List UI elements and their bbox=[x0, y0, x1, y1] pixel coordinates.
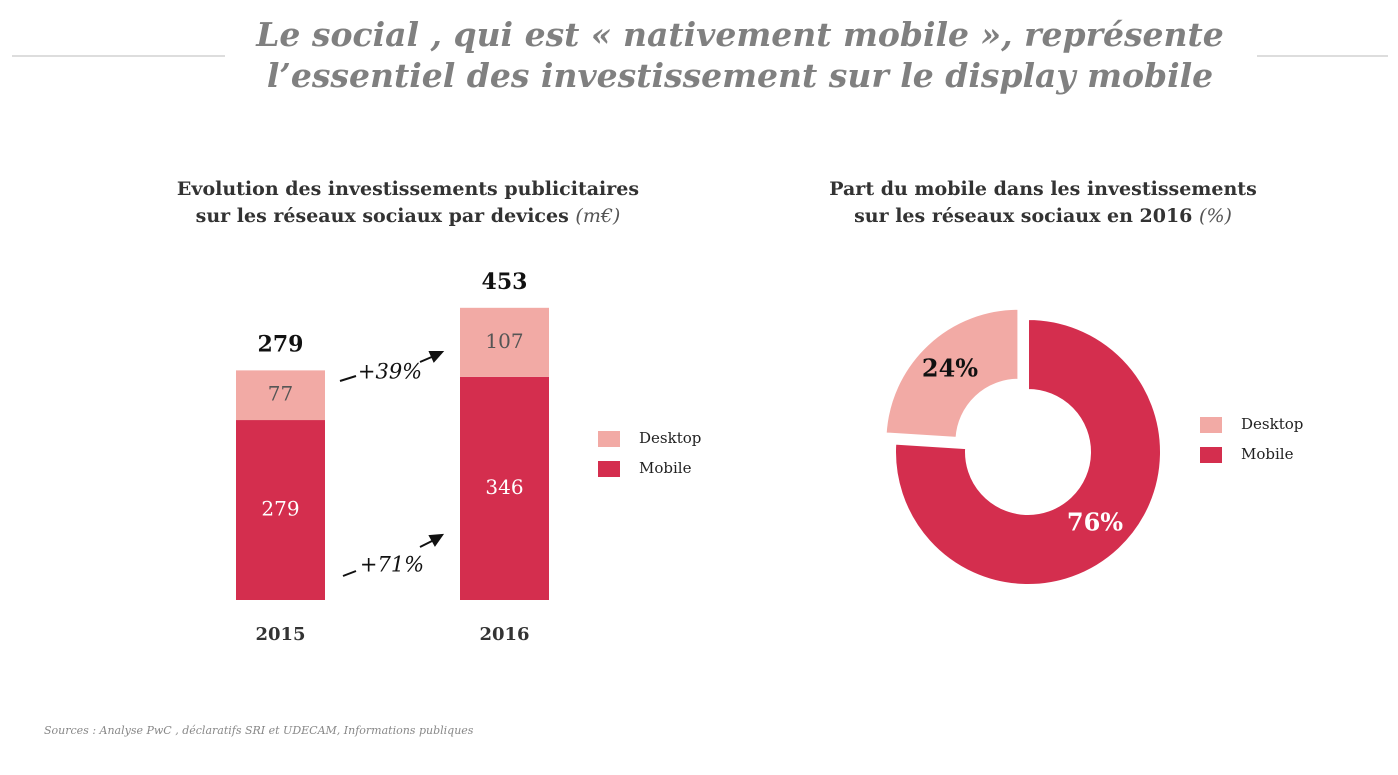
chart-title: sur les réseaux sociaux en 2016 (%) bbox=[854, 205, 1232, 227]
bar-segment bbox=[460, 307, 549, 377]
bar-segment bbox=[236, 420, 325, 600]
donut-slice bbox=[884, 307, 1020, 439]
legend-label: Mobile bbox=[1241, 445, 1294, 463]
unit: (m€) bbox=[575, 205, 620, 227]
unit: (%) bbox=[1199, 205, 1232, 227]
bar-segment bbox=[236, 370, 325, 421]
chart-title: sur les réseaux sociaux en 2016 bbox=[854, 205, 1192, 227]
legend-swatch bbox=[598, 461, 620, 477]
bar-segment bbox=[460, 376, 549, 600]
annotation: +71% bbox=[360, 553, 424, 577]
value-label: 24% bbox=[922, 354, 978, 383]
chart-title: Part du mobile dans les investissements bbox=[829, 178, 1257, 200]
value-label: 76% bbox=[1067, 508, 1123, 537]
legend-label: Desktop bbox=[639, 429, 701, 447]
title-line: l’essentiel des investissement sur le di… bbox=[267, 56, 1213, 95]
chart-title: Evolution des investissements publicitai… bbox=[177, 178, 639, 200]
legend-swatch bbox=[1200, 447, 1222, 463]
value-label: 77 bbox=[268, 382, 293, 406]
legend-label: Mobile bbox=[639, 459, 692, 477]
legend-swatch bbox=[1200, 417, 1222, 433]
donut-slice bbox=[894, 317, 1162, 586]
legend-swatch bbox=[598, 431, 620, 447]
chart-title: sur les réseaux sociaux par devices bbox=[196, 205, 569, 227]
chart-title: sur les réseaux sociaux par devices (m€) bbox=[196, 205, 621, 227]
total-label: 279 bbox=[258, 331, 304, 357]
value-label: 346 bbox=[485, 475, 523, 499]
value-label: 279 bbox=[261, 497, 299, 521]
x-tick-label: 2016 bbox=[479, 624, 529, 645]
value-label: 107 bbox=[485, 329, 523, 353]
arrows bbox=[339, 351, 445, 577]
x-tick-label: 2015 bbox=[255, 624, 305, 645]
legend-label: Desktop bbox=[1241, 415, 1303, 433]
total-label: 453 bbox=[482, 269, 528, 295]
annotation: +39% bbox=[358, 360, 422, 384]
title-line: Le social , qui est « nativement mobile … bbox=[255, 15, 1224, 54]
source: Sources : Analyse PwC , déclaratifs SRI … bbox=[44, 724, 474, 737]
